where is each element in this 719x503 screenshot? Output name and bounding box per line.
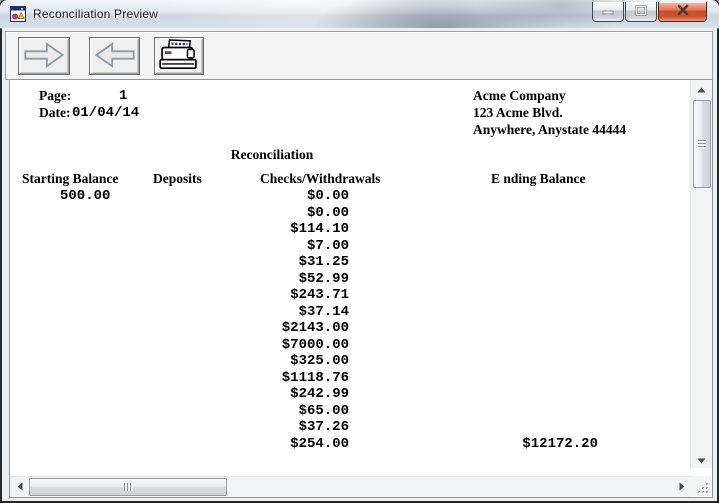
scroll-left-button[interactable] <box>11 477 28 497</box>
withdrawal-amount: $114.10 <box>290 221 349 237</box>
vertical-scroll-thumb[interactable] <box>693 100 711 188</box>
close-button[interactable] <box>658 2 707 22</box>
window-controls <box>591 2 707 22</box>
checks-withdrawals-list: $0.00 $0.00 $114.10 $7.00 $31.25 $52.99 $243.7… <box>11 188 349 452</box>
arrow-right-icon <box>22 41 66 72</box>
ending-balance-value: $12172.20 <box>522 436 598 452</box>
company-address1: 123 Acme Blvd. <box>473 105 563 120</box>
column-header-ending-balance: E nding Balance <box>491 171 586 186</box>
starting-balance-value: 500.00 <box>60 188 111 204</box>
print-button[interactable] <box>154 37 204 75</box>
withdrawal-amount: $242.99 <box>290 386 349 402</box>
horizontal-scrollbar[interactable] <box>10 476 691 497</box>
company-address2: Anywhere, Anystate 44444 <box>473 122 627 137</box>
report-preview: Page: 1 Date: 01/04/14 Acme Company 123 … <box>9 79 713 498</box>
vertical-scrollbar[interactable] <box>690 80 712 468</box>
withdrawal-amount: $7000.00 <box>281 336 349 353</box>
maximize-icon <box>635 3 647 21</box>
withdrawal-amount: $254.00 <box>290 435 349 452</box>
scroll-right-button[interactable] <box>673 477 690 497</box>
withdrawal-amount: $31.25 <box>298 254 349 270</box>
triangle-left-icon <box>17 478 23 496</box>
scroll-up-button[interactable] <box>691 80 712 97</box>
horizontal-scroll-thumb[interactable] <box>29 478 227 496</box>
resize-grip-icon <box>698 483 708 493</box>
titlebar[interactable]: Reconciliation Preview <box>0 0 719 29</box>
report-document: Page: 1 Date: 01/04/14 Acme Company 123 … <box>11 81 691 475</box>
report-title: Reconciliation <box>230 147 314 162</box>
minimize-icon <box>602 3 614 21</box>
page-number: 1 <box>119 88 128 104</box>
client-area: Page: 1 Date: 01/04/14 Acme Company 123 … <box>2 28 717 501</box>
withdrawal-amount: $1118.76 <box>281 369 349 386</box>
triangle-up-icon <box>697 80 706 98</box>
triangle-right-icon <box>679 478 685 496</box>
thumb-grip-icon <box>123 483 133 491</box>
maximize-button[interactable] <box>625 2 657 22</box>
withdrawal-amount: $0.00 <box>306 188 349 204</box>
column-header-checks-withdrawals: Checks/Withdrawals <box>260 171 381 186</box>
date-value: 01/04/14 <box>72 105 140 121</box>
next-page-button[interactable] <box>18 37 70 75</box>
withdrawal-amount: $52.99 <box>298 270 349 287</box>
withdrawal-amount: $2143.00 <box>281 320 349 336</box>
thumb-grip-icon <box>698 139 706 149</box>
withdrawal-amount: $0.00 <box>306 204 349 221</box>
report-window-icon <box>10 6 26 22</box>
withdrawal-amount: $65.00 <box>298 402 349 419</box>
window-title: Reconciliation Preview <box>33 7 159 21</box>
minimize-button[interactable] <box>592 2 624 22</box>
toolbar <box>5 31 713 80</box>
withdrawal-amount: $37.14 <box>298 303 349 320</box>
page-label: Page: <box>39 88 72 103</box>
triangle-down-icon <box>697 451 706 469</box>
withdrawal-amount: $7.00 <box>306 237 349 254</box>
column-header-deposits: Deposits <box>153 171 202 186</box>
withdrawal-amount: $37.26 <box>298 419 349 435</box>
arrow-left-icon <box>93 41 137 72</box>
column-header-starting-balance: Starting Balance <box>22 171 119 186</box>
close-icon <box>676 3 690 21</box>
date-label: Date: <box>39 105 71 120</box>
company-name: Acme Company <box>473 88 566 103</box>
withdrawal-amount: $243.71 <box>290 287 349 303</box>
previous-page-button[interactable] <box>89 37 140 75</box>
withdrawal-amount: $325.00 <box>290 353 349 369</box>
scroll-down-button[interactable] <box>691 451 712 468</box>
printer-icon <box>159 38 199 74</box>
resize-grip[interactable] <box>691 476 711 496</box>
